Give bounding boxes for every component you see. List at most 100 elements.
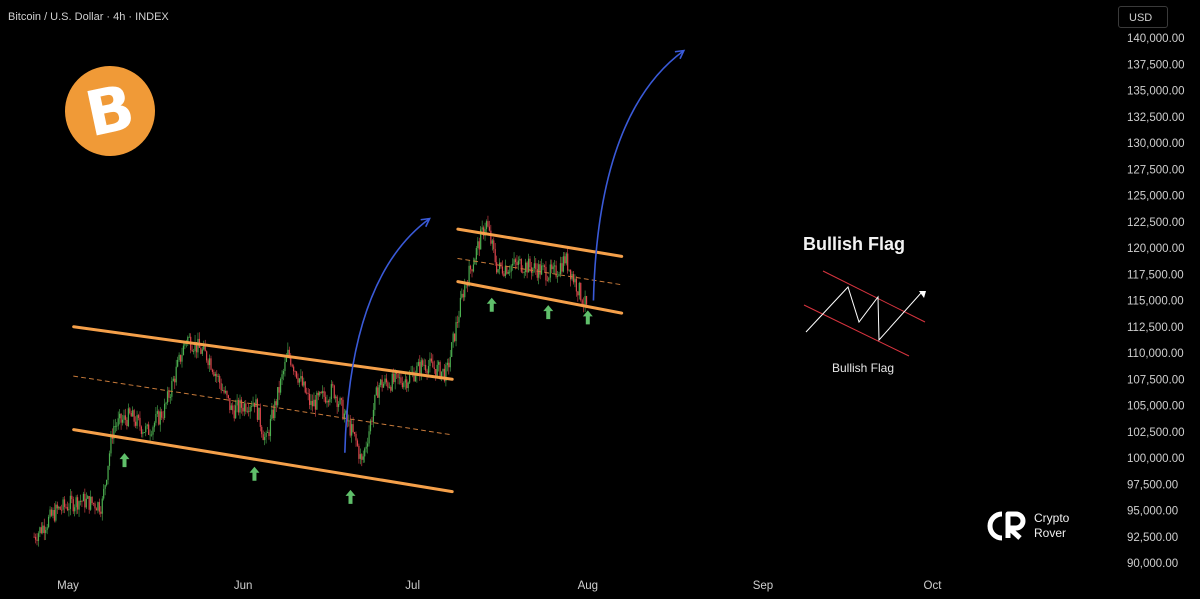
candle-body: [251, 406, 253, 408]
candle-body: [474, 259, 476, 265]
support-arrow-icon: [345, 489, 356, 504]
candle-body: [327, 400, 330, 403]
candle-body: [454, 333, 456, 342]
candle-body: [458, 316, 460, 323]
candle-body: [132, 410, 134, 417]
support-arrow-icon: [249, 466, 260, 481]
candle-body: [33, 536, 35, 538]
candle-body: [468, 265, 470, 287]
y-tick-label: 135,000.00: [1127, 86, 1185, 98]
candle-body: [130, 413, 132, 417]
candle-body: [339, 398, 341, 405]
candle-body: [435, 369, 437, 377]
candle-body: [175, 366, 177, 383]
x-tick-label: Jun: [234, 580, 253, 592]
candle-body: [91, 496, 93, 504]
candle-body: [580, 282, 582, 301]
candle-body: [549, 264, 551, 278]
candle-body: [129, 408, 131, 414]
candle-body: [69, 495, 71, 509]
candle-body: [166, 391, 169, 403]
candle-body: [304, 381, 306, 393]
candle-body: [562, 256, 564, 272]
candle-body: [319, 391, 321, 396]
candle-body: [271, 409, 273, 420]
candle-body: [559, 263, 562, 275]
pattern-title: Bullish Flag: [803, 234, 906, 254]
candle-body: [72, 499, 74, 512]
candle-body: [351, 424, 353, 436]
candle-body: [393, 373, 395, 383]
candle-body: [554, 265, 556, 267]
candle-body: [488, 226, 490, 231]
candle-body: [171, 381, 173, 397]
candle-body: [200, 347, 202, 354]
candle-body: [332, 384, 334, 386]
lower-channel-top: [72, 325, 454, 381]
candle-body: [97, 502, 99, 511]
currency-button[interactable]: USD: [1118, 6, 1168, 28]
candle-body: [117, 418, 119, 426]
candle-body: [420, 360, 422, 375]
candle-body: [423, 364, 425, 366]
candle-body: [323, 391, 325, 397]
y-tick-label: 140,000.00: [1127, 33, 1185, 45]
candle-body: [309, 393, 311, 405]
candle-body: [329, 399, 331, 403]
candle-body: [256, 399, 258, 420]
y-tick-label: 132,500.00: [1127, 112, 1185, 124]
price-axis[interactable]: 140,000.00 137,500.00 135,000.00 132,500.00…: [1127, 33, 1185, 570]
candle-body: [509, 271, 511, 273]
candle-body: [541, 265, 543, 275]
candle-body: [348, 420, 350, 422]
candle-body: [169, 396, 171, 398]
candle-body: [219, 376, 221, 384]
candle-body: [187, 337, 189, 342]
candle-body: [426, 370, 428, 374]
candle-body: [79, 501, 82, 502]
candle-body: [464, 285, 466, 298]
y-tick-label: 125,000.00: [1127, 191, 1185, 203]
candle-body: [394, 372, 396, 383]
candle-body: [188, 336, 190, 338]
candle-body: [249, 406, 251, 412]
candle-body: [181, 355, 183, 362]
candle-body: [446, 362, 448, 366]
candle-body: [517, 260, 519, 266]
candle-body: [297, 377, 299, 383]
time-axis[interactable]: May Jun Jul Aug Sep Oct: [57, 580, 942, 592]
candle-body: [496, 262, 498, 273]
candle-body: [349, 420, 351, 436]
candle-body: [398, 377, 401, 379]
candle-body: [526, 262, 528, 273]
candle-body: [491, 240, 493, 244]
candle-body: [216, 373, 218, 377]
candle-body: [204, 345, 206, 352]
candle-body: [82, 493, 84, 502]
candle-body: [548, 277, 550, 281]
y-tick-label: 127,500.00: [1127, 164, 1185, 176]
candle-body: [391, 373, 393, 391]
candle-body: [533, 263, 535, 269]
candle-body: [425, 364, 427, 371]
candle-body: [427, 366, 430, 374]
flag-upper-line: [822, 270, 926, 323]
candle-body: [293, 366, 295, 372]
candle-body: [313, 399, 315, 407]
candle-body: [298, 378, 301, 383]
candle-body: [203, 345, 205, 350]
candle-body: [150, 434, 153, 436]
candle-body: [353, 432, 356, 434]
candle-body: [436, 364, 438, 377]
candle-body: [282, 371, 285, 375]
candle-body: [159, 411, 161, 425]
candle-body: [71, 495, 73, 500]
candle-body: [81, 501, 83, 502]
candle-body: [438, 362, 440, 365]
candle-body: [320, 391, 322, 394]
candle-body: [352, 424, 354, 433]
candle-body: [365, 446, 367, 449]
candle-body: [232, 405, 234, 411]
candle-body: [288, 349, 290, 356]
